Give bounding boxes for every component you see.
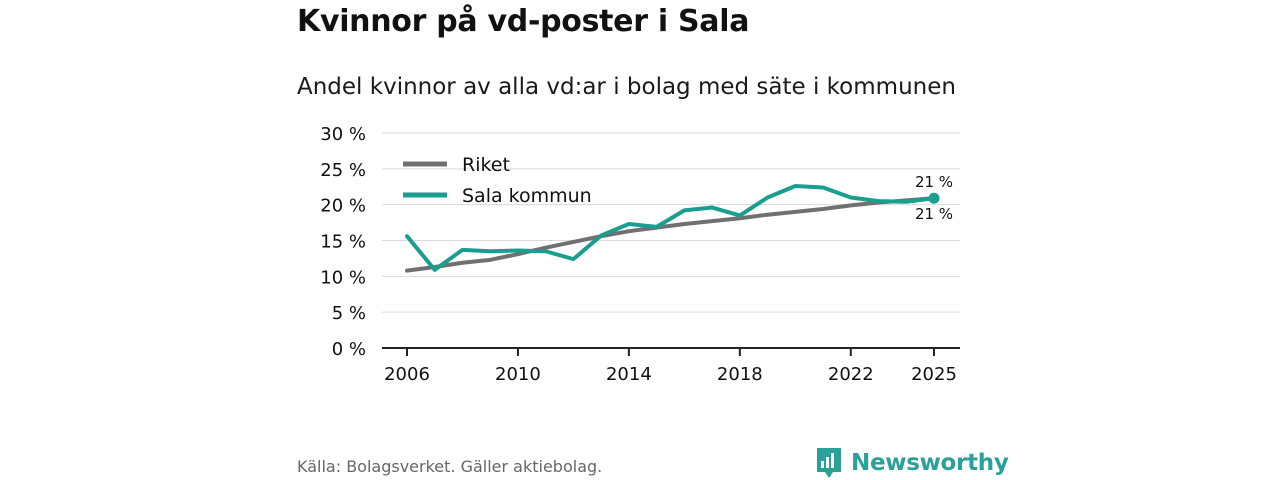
brand-name: Newsworthy <box>851 450 1009 476</box>
y-tick-label: 15 % <box>320 232 366 253</box>
legend: Riket Sala kommun <box>403 154 592 207</box>
chart-subtitle: Andel kvinnor av alla vd:ar i bolag med … <box>297 74 956 100</box>
chart-title: Kvinnor på vd-poster i Sala <box>297 4 750 39</box>
series-lines <box>405 184 940 273</box>
x-tick-label: 2014 <box>606 364 652 385</box>
axes: 0 % 5 % 10 % 15 % 20 % 25 % 30 % 2006 2010 2014 20… <box>320 124 960 385</box>
x-tick-label: 2018 <box>717 364 763 385</box>
x-tick-label: 2022 <box>828 364 874 385</box>
series-line-sala-kommun <box>405 184 936 272</box>
y-tick-label: 25 % <box>320 160 366 181</box>
x-tick-label: 2006 <box>384 364 430 385</box>
end-labels: 21 % 21 % <box>915 173 953 223</box>
end-label-sala-kommun: 21 % <box>915 205 953 223</box>
y-tick-label: 0 % <box>332 339 366 360</box>
y-tick-label: 30 % <box>320 124 366 145</box>
y-tick-label: 5 % <box>332 303 366 324</box>
x-tick-label: 2025 <box>911 364 957 385</box>
end-label-riket: 21 % <box>915 173 953 191</box>
end-point-sala-kommun <box>928 192 940 204</box>
y-tick-label: 20 % <box>320 196 366 217</box>
brand-logo: Newsworthy <box>815 446 1009 480</box>
x-tick-label: 2010 <box>495 364 541 385</box>
legend-label: Sala kommun <box>462 185 592 207</box>
legend-label: Riket <box>462 154 510 176</box>
source-note: Källa: Bolagsverket. Gäller aktiebolag. <box>297 457 603 476</box>
series-line-riket <box>405 196 936 273</box>
bar-chart-logo-icon <box>817 448 841 478</box>
y-tick-label: 10 % <box>320 267 366 288</box>
